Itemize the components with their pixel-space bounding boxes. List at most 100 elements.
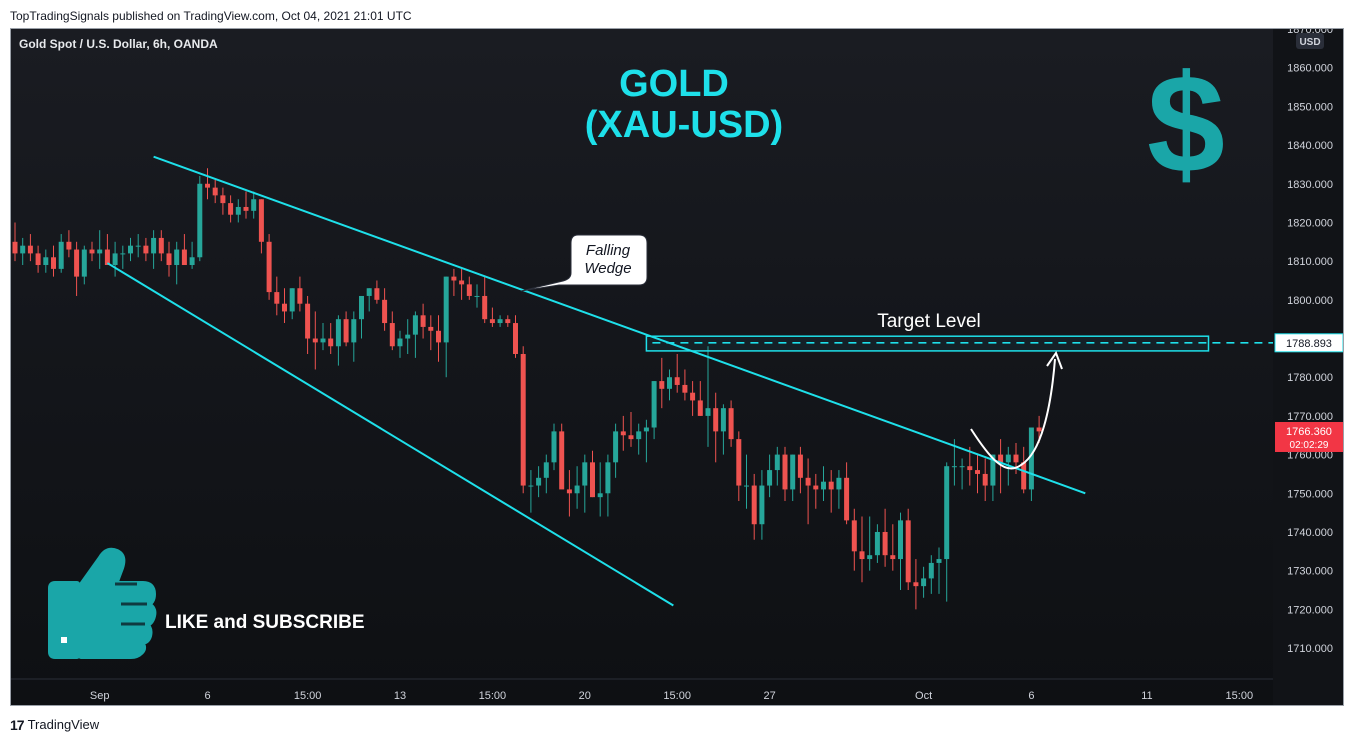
candle-body [975, 470, 980, 474]
candle-body [628, 435, 634, 440]
candle-body [890, 555, 896, 560]
candle-body [135, 245, 141, 247]
chart-canvas[interactable]: GOLD (XAU-USD) $ Falling Wedge Target Le… [11, 29, 1344, 706]
candle [790, 454, 796, 502]
candle [805, 458, 811, 525]
candle [74, 241, 80, 296]
candle [135, 234, 141, 258]
candle [574, 466, 580, 509]
candle-body [551, 431, 557, 463]
candle [89, 241, 95, 262]
currency-label: USD [1299, 37, 1320, 48]
candles-layer [12, 168, 1042, 610]
candle [813, 473, 819, 509]
candle [543, 454, 549, 494]
candle-body [805, 477, 811, 486]
candle-body [813, 485, 819, 490]
time-tick-label: 15:00 [1226, 690, 1254, 702]
price-tick-label: 1710.000 [1287, 643, 1333, 655]
candle-body [251, 199, 257, 211]
title-gold: GOLD [619, 63, 729, 105]
lower-wedge-trendline [106, 262, 674, 607]
candle-body [174, 249, 180, 266]
candle [143, 237, 149, 262]
candle [998, 439, 1004, 494]
candle [266, 234, 272, 300]
candle [628, 412, 634, 447]
candle-body [744, 485, 749, 487]
candle-body [482, 295, 488, 320]
time-tick-label: 11 [1141, 690, 1152, 702]
candle-body [89, 249, 95, 254]
candle-body [81, 249, 87, 277]
candle [405, 319, 411, 354]
candle-body [320, 338, 326, 343]
candle-body [305, 303, 311, 339]
candle [613, 423, 619, 478]
candle [528, 470, 534, 513]
candle [898, 512, 903, 591]
candle-body [158, 237, 164, 254]
candle-body [497, 319, 503, 324]
candle-body [959, 466, 965, 468]
price-axis[interactable]: 1710.000 1720.000 1730.000 1740.000 1750.000… [1273, 29, 1344, 706]
candle [43, 249, 49, 273]
candle [1028, 427, 1034, 502]
tradingview-footer[interactable]: 17 TradingView [10, 714, 99, 736]
time-axis[interactable]: Sep 6 15:00 13 15:00 20 15:00 27 Oct 6 11 15:00 [11, 678, 1273, 702]
current-price-tag [1275, 421, 1343, 452]
candle-body [366, 288, 372, 296]
dollar-sign-icon: $ [1147, 45, 1225, 202]
countdown-label: 02:02:29 [1290, 440, 1329, 451]
candle-body [43, 257, 49, 266]
candle-body [120, 253, 126, 255]
candle-body [667, 377, 672, 389]
candle [682, 369, 688, 401]
candle [104, 234, 110, 266]
candle [220, 187, 226, 215]
candle-body [405, 334, 411, 339]
candle-body [58, 241, 64, 269]
candle-body [235, 206, 241, 215]
candle-body [574, 485, 580, 494]
candle [359, 295, 364, 339]
candle-body [513, 323, 518, 354]
candle-body [520, 354, 526, 486]
candle-body [212, 187, 218, 196]
candle [189, 241, 195, 269]
candle-body [459, 280, 465, 285]
candle [320, 323, 326, 351]
candle [990, 454, 996, 502]
candle-body [374, 288, 380, 300]
candle-body [266, 241, 272, 293]
candle-body [97, 249, 103, 254]
candle [674, 354, 680, 393]
candle-body [797, 454, 803, 478]
candle-body [597, 493, 603, 498]
candle [913, 559, 919, 610]
candle [374, 280, 380, 304]
chart-frame[interactable]: GOLD (XAU-USD) $ Falling Wedge Target Le… [10, 28, 1344, 706]
candle-body [936, 559, 942, 563]
time-tick-label: 20 [579, 690, 591, 702]
candle-body [898, 520, 903, 560]
candle-body [790, 454, 796, 490]
candle [751, 473, 757, 540]
price-tick-label: 1770.000 [1287, 411, 1333, 423]
candle [690, 381, 696, 416]
candle [35, 245, 41, 273]
candle-body [659, 381, 665, 389]
candle-body [412, 315, 418, 335]
candle-body [759, 485, 765, 525]
candle [921, 566, 927, 598]
candle [420, 303, 426, 339]
symbol-title: Gold Spot / U.S. Dollar, 6h, OANDA [19, 37, 218, 51]
candle-body [228, 203, 234, 215]
candle [697, 381, 703, 416]
publish-info: TopTradingSignals published on TradingVi… [10, 9, 412, 23]
candle-body [397, 338, 403, 347]
callout-line-1: Falling [586, 242, 631, 259]
candle-body [713, 408, 719, 432]
candle [120, 245, 126, 269]
candle [297, 276, 303, 312]
